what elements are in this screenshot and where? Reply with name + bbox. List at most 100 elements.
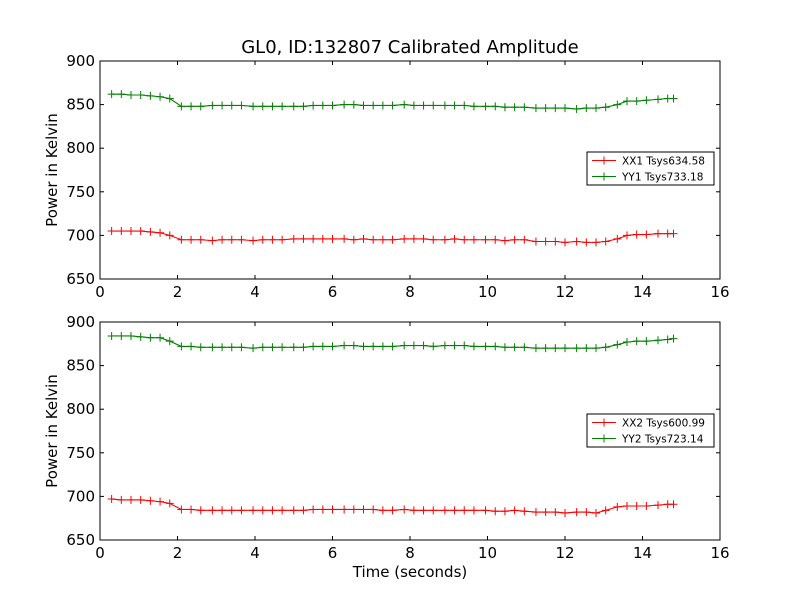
data-point [623, 501, 631, 510]
data-point [429, 101, 438, 110]
data-point [187, 505, 196, 514]
data-point [136, 91, 145, 100]
data-point [400, 100, 409, 109]
data-point [469, 235, 478, 244]
data-point [613, 100, 622, 109]
x-tick-label: 12 [555, 544, 574, 562]
data-point [196, 343, 205, 352]
data-point [268, 102, 277, 111]
data-point [177, 102, 186, 111]
data-point [481, 506, 490, 515]
data-point [218, 343, 227, 352]
data-point [107, 227, 116, 236]
data-point [107, 495, 116, 504]
data-point [309, 101, 318, 110]
data-point [450, 341, 459, 350]
data-point [146, 496, 155, 505]
data-point [369, 505, 378, 514]
data-point [409, 234, 418, 243]
data-point [187, 342, 196, 351]
data-point [491, 102, 500, 111]
data-point [510, 343, 519, 352]
data-point [117, 227, 126, 236]
x-tick-label: 2 [173, 283, 183, 301]
data-point [669, 334, 678, 343]
data-point [146, 333, 155, 342]
data-point [419, 341, 428, 350]
x-axis-label: Time (seconds) [352, 563, 468, 581]
data-point [268, 506, 277, 515]
data-point [440, 235, 449, 244]
data-point [623, 338, 631, 347]
legend-swatch-marker [600, 434, 608, 443]
data-point [642, 230, 651, 239]
data-point [378, 101, 387, 110]
legend-swatch-marker [600, 418, 608, 427]
legend-box [586, 413, 715, 448]
data-point [541, 344, 550, 353]
x-tick-label: 4 [250, 544, 260, 562]
data-point [208, 236, 217, 245]
data-point [359, 101, 368, 110]
legend: XX1 Tsys634.58 YY1 Tsys733.18 [586, 151, 715, 186]
data-point [127, 227, 135, 236]
data-point [460, 341, 469, 350]
data-point [469, 342, 478, 351]
data-point [127, 91, 135, 100]
chart-title: GL0, ID:132807 Calibrated Amplitude [241, 37, 579, 58]
data-point [165, 337, 174, 346]
data-point [227, 101, 236, 110]
data-point [289, 343, 298, 352]
data-point [156, 497, 165, 506]
data-point [623, 97, 631, 106]
data-point [299, 343, 308, 352]
data-point [278, 235, 287, 244]
data-point [541, 237, 550, 246]
data-point [218, 101, 227, 110]
data-point [572, 237, 581, 246]
y-tick-label: 800 [66, 139, 95, 157]
data-point [510, 235, 519, 244]
data-point [268, 235, 277, 244]
data-point [601, 506, 610, 515]
data-point [440, 101, 449, 110]
data-point [237, 506, 246, 515]
data-point [278, 343, 287, 352]
data-point [642, 501, 651, 510]
data-point [601, 343, 610, 352]
data-point [510, 103, 519, 112]
data-point [268, 343, 277, 352]
data-point [299, 234, 308, 243]
data-point [481, 235, 490, 244]
legend-box [586, 151, 715, 186]
data-point [227, 343, 236, 352]
data-point [429, 506, 438, 515]
data-point [582, 238, 591, 247]
data-point [196, 235, 205, 244]
data-point [218, 235, 227, 244]
data-point [249, 102, 258, 111]
data-point [500, 507, 509, 516]
data-point [510, 506, 519, 515]
data-point [582, 344, 591, 353]
data-point [632, 97, 641, 106]
data-point [531, 508, 540, 517]
data-point [551, 508, 560, 517]
legend-swatch-marker [600, 156, 608, 165]
bottom-panel: 0 2 4 6 8 10 12 14 16 650 700 750 800 850 900 Power in … [43, 313, 730, 581]
data-point [388, 235, 397, 244]
data-point [669, 500, 678, 509]
data-point [249, 506, 258, 515]
data-point [349, 505, 358, 514]
data-point [328, 505, 337, 514]
data-point [450, 234, 459, 243]
data-point [460, 101, 469, 110]
data-point [654, 229, 662, 238]
data-point [258, 343, 267, 352]
data-point [572, 508, 581, 517]
data-point [469, 506, 478, 515]
data-point [156, 333, 165, 342]
data-point [541, 104, 550, 113]
data-point [654, 95, 662, 104]
